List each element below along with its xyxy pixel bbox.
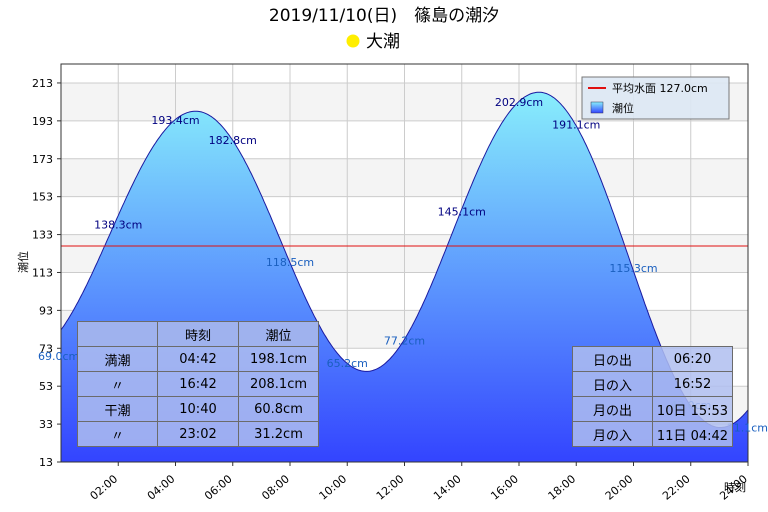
y-tick-label: 133: [32, 229, 53, 242]
tide-header-blank: [77, 321, 158, 347]
tide-time: 10:40: [157, 396, 239, 422]
data-label: 138.3cm: [94, 219, 142, 232]
sun-moon-row: 日の出 06:20: [572, 346, 733, 372]
y-tick-label: 13: [39, 456, 53, 469]
x-tick-label: 04:00: [145, 472, 178, 502]
tide-level: 208.1cm: [238, 371, 319, 397]
data-label: 69.0cm: [38, 350, 79, 363]
data-label: 145.1cm: [438, 206, 486, 219]
x-tick-label: 18:00: [546, 472, 579, 502]
x-tick-label: 06:00: [202, 472, 235, 502]
event-name: 日の出: [572, 346, 653, 372]
sun-moon-row: 日の入 16:52: [572, 371, 733, 397]
tide-kind: 〃: [77, 371, 158, 397]
data-label: 65.2cm: [327, 357, 368, 370]
tide-table-header: 時刻 潮位: [77, 321, 319, 347]
y-tick-label: 113: [32, 266, 53, 279]
tide-kind: 干潮: [77, 396, 158, 422]
data-label: 193.4cm: [151, 114, 199, 127]
x-tick-label: 10:00: [317, 472, 350, 502]
data-label: 31.1cm: [727, 422, 768, 435]
x-tick-label: 16:00: [488, 472, 521, 502]
y-tick-label: 213: [32, 77, 53, 90]
chart-subtitle: 大潮: [366, 32, 400, 52]
y-tick-label: 33: [39, 418, 53, 431]
tide-time: 23:02: [157, 421, 239, 447]
tide-level: 31.2cm: [238, 421, 319, 447]
chart-title: 2019/11/10(日) 篠島の潮汐: [269, 6, 499, 26]
legend-area-label: 潮位: [612, 101, 634, 115]
legend-area-swatch: [590, 101, 604, 114]
tide-row: 〃 23:02 31.2cm: [77, 421, 319, 447]
event-time: 06:20: [652, 346, 733, 372]
y-tick-label: 153: [32, 191, 53, 204]
x-tick-label: 22:00: [660, 472, 693, 502]
sun-moon-row: 月の入 11日 04:42: [572, 421, 733, 447]
sun-moon-table: 日の出 06:20 日の入 16:52 月の出 10日 15:53 月の入 11…: [572, 346, 733, 447]
tide-kind: 〃: [77, 421, 158, 447]
x-tick-label: 14:00: [431, 472, 464, 502]
y-tick-label: 73: [39, 342, 53, 355]
event-time: 11日 04:42: [652, 421, 733, 447]
tide-time: 04:42: [157, 346, 239, 372]
event-time: 16:52: [652, 371, 733, 397]
x-tick-label: 08:00: [259, 472, 292, 502]
moon-icon: [346, 34, 360, 48]
legend-mean-label: 平均水面 127.0cm: [612, 82, 708, 95]
legend: 平均水面 127.0cm 潮位: [581, 76, 730, 120]
y-axis-label: 潮位: [16, 251, 30, 273]
tide-time: 16:42: [157, 371, 239, 397]
x-tick-label: 20:00: [603, 472, 636, 502]
y-tick-label: 53: [39, 380, 53, 393]
tide-row: 干潮 10:40 60.8cm: [77, 396, 319, 422]
event-time: 10日 15:53: [652, 396, 733, 422]
tide-row: 満潮 04:42 198.1cm: [77, 346, 319, 372]
tide-header-level: 潮位: [238, 321, 319, 347]
y-tick-label: 173: [32, 153, 53, 166]
tide-curve: [60, 91, 749, 428]
y-tick-label: 193: [32, 115, 53, 128]
tide-kind: 満潮: [77, 346, 158, 372]
data-label: 118.5cm: [266, 256, 314, 269]
data-label: 182.8cm: [209, 134, 257, 147]
y-tick-label: 93: [39, 304, 53, 317]
tide-level: 60.8cm: [238, 396, 319, 422]
tide-level: 198.1cm: [238, 346, 319, 372]
legend-box: [581, 76, 730, 120]
event-name: 月の出: [572, 396, 653, 422]
data-label: 191.1cm: [552, 118, 600, 131]
data-label: 115.3cm: [609, 262, 657, 275]
data-label: 202.9cm: [495, 96, 543, 109]
x-tick-label: 12:00: [374, 472, 407, 502]
tide-table: 時刻 潮位 満潮 04:42 198.1cm 〃 16:42 208.1cm 干…: [77, 321, 319, 447]
x-tick-label: 02:00: [88, 472, 121, 502]
data-label: 77.2cm: [384, 334, 425, 347]
tide-header-time: 時刻: [157, 321, 239, 347]
sun-moon-row: 月の出 10日 15:53: [572, 396, 733, 422]
x-axis-ticks: 02:00 04:00 06:00 08:00 10:00 12:00 14:00 16:00…: [88, 462, 750, 503]
y-axis-ticks: 13 33 53 73 93 113 133 153 173 193 213: [32, 77, 61, 469]
x-axis-label: 時刻: [724, 480, 746, 494]
moon-phase: 大潮: [346, 32, 400, 52]
event-name: 月の入: [572, 421, 653, 447]
tide-row: 〃 16:42 208.1cm: [77, 371, 319, 397]
event-name: 日の入: [572, 371, 653, 397]
